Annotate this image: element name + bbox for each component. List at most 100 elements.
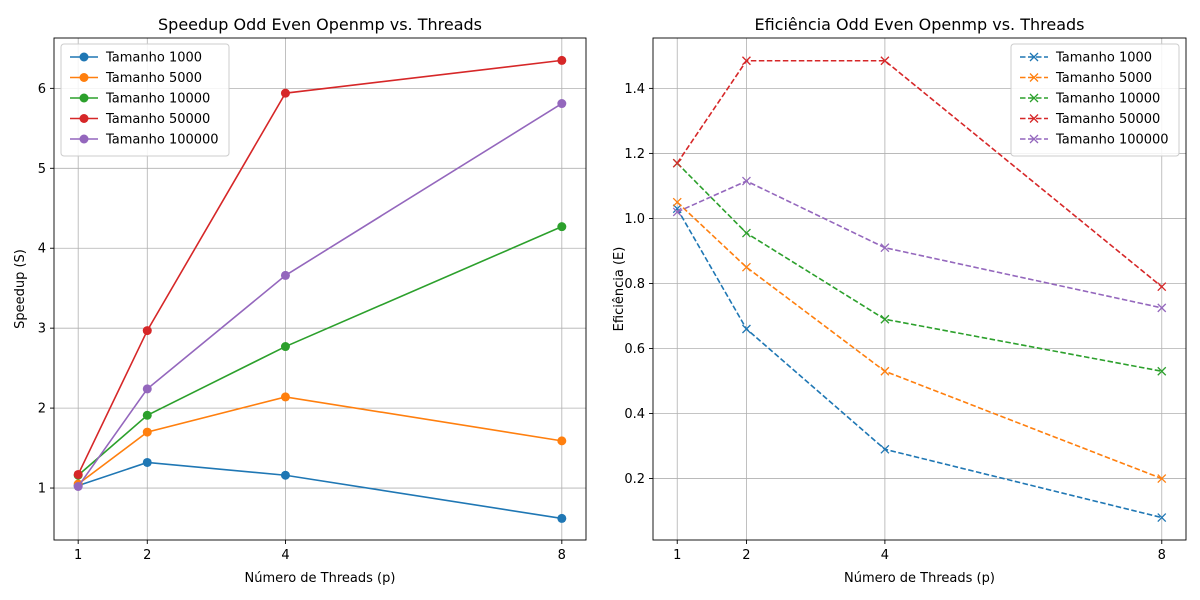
series-line <box>77 102 563 487</box>
series-line <box>676 180 1162 309</box>
series-line <box>77 225 563 476</box>
y-axis-label: Eficiência (E) <box>612 247 627 332</box>
data-point <box>672 197 682 207</box>
series-line <box>676 59 1163 288</box>
x-tick-label: 1 <box>673 548 681 563</box>
x-axis-label: Número de Threads (p) <box>844 571 995 586</box>
data-point <box>1157 366 1167 376</box>
series-line <box>77 461 562 520</box>
y-tick-label: 1.2 <box>624 147 645 162</box>
series-line <box>77 59 562 475</box>
data-point <box>142 410 152 420</box>
legend-label: Tamanho 5000 <box>1055 71 1152 86</box>
legend-label: Tamanho 1000 <box>1055 51 1152 66</box>
plot-frame <box>53 37 587 541</box>
x-tick-label: 4 <box>881 548 889 563</box>
efficiency-chart: 1 2 4 8 0.2 0.4 0.6 0.8 1.0 1.2 1.4 Eficiência Odd … <box>612 15 1187 586</box>
y-tick-label: 4 <box>38 242 46 257</box>
legend-marker <box>79 134 89 144</box>
series-line <box>676 201 1163 480</box>
data-point <box>741 324 751 334</box>
legend-label: Tamanho 50000 <box>1055 112 1160 127</box>
data-point <box>880 243 890 253</box>
x-tick-label: 8 <box>558 548 566 563</box>
y-tick-label: 1.4 <box>624 82 645 97</box>
legend-marker <box>79 114 89 123</box>
data-point <box>1157 474 1167 484</box>
legend-marker <box>1029 93 1039 103</box>
data-point <box>557 436 567 446</box>
data-point <box>1157 513 1167 523</box>
y-tick-label: 0.2 <box>624 472 645 487</box>
data-point <box>280 88 290 98</box>
legend-label: Tamanho 1000 <box>105 51 202 66</box>
data-point <box>672 158 682 168</box>
data-point <box>741 262 751 272</box>
data-point <box>280 470 290 480</box>
legend-label: Tamanho 10000 <box>105 92 210 107</box>
data-point <box>142 427 152 437</box>
y-tick-label: 0.6 <box>624 342 645 357</box>
data-point <box>741 56 751 66</box>
data-point <box>741 228 751 238</box>
y-tick-label: 1 <box>38 482 46 497</box>
data-point <box>1157 303 1167 313</box>
legend-box <box>1010 43 1180 157</box>
legend-marker <box>79 52 89 62</box>
y-tick-label: 0.4 <box>624 407 645 422</box>
legend-marker <box>79 93 89 103</box>
data-point <box>73 481 83 491</box>
y-tick-label: 5 <box>38 162 46 177</box>
data-point <box>880 314 890 324</box>
data-point <box>142 326 152 336</box>
legend-label: Tamanho 100000 <box>105 133 219 148</box>
legend-marker <box>1029 73 1039 82</box>
legend-label: Tamanho 50000 <box>105 112 210 127</box>
data-point <box>142 384 152 394</box>
y-axis-label: Speedup (S) <box>13 249 28 329</box>
data-point <box>880 444 890 454</box>
plot-frame <box>652 37 1187 541</box>
y-tick-label: 2 <box>38 402 46 417</box>
data-point <box>280 270 290 280</box>
data-point <box>741 176 751 186</box>
x-tick-label: 8 <box>1158 548 1166 563</box>
series-line <box>676 162 1162 373</box>
legend-label: Tamanho 10000 <box>1055 92 1160 107</box>
legend-label: Tamanho 100000 <box>1055 133 1169 148</box>
legend: Tamanho 1000 Tamanho 5000 Tamanho 10000 Tam… <box>60 43 230 157</box>
data-point <box>1157 282 1167 292</box>
x-tick-label: 2 <box>143 548 151 563</box>
series-line <box>676 208 1162 519</box>
x-tick-label: 1 <box>74 548 82 563</box>
x-tick-label: 2 <box>742 548 750 563</box>
legend-marker <box>79 73 89 82</box>
legend-label: Tamanho 5000 <box>105 71 202 86</box>
legend-marker <box>1029 134 1039 144</box>
legend-box <box>60 43 230 157</box>
y-tick-label: 6 <box>38 82 46 97</box>
series-line <box>77 396 562 485</box>
data-point <box>557 99 567 109</box>
data-point <box>557 222 567 232</box>
data-point <box>557 513 567 523</box>
data-point <box>280 342 290 352</box>
chart-title: Speedup Odd Even Openmp vs. Threads <box>158 15 482 34</box>
data-point <box>557 55 567 65</box>
legend-marker <box>1029 52 1039 62</box>
y-tick-label: 1.0 <box>624 212 645 227</box>
data-point <box>280 392 290 402</box>
y-tick-label: 3 <box>38 322 46 337</box>
data-point <box>672 207 682 217</box>
y-tick-label: 0.8 <box>624 277 645 292</box>
x-tick-label: 4 <box>281 548 289 563</box>
data-point <box>880 366 890 376</box>
legend-marker <box>1029 114 1039 123</box>
legend: Tamanho 1000 Tamanho 5000 Tamanho 10000 Tam… <box>1010 43 1180 157</box>
data-point <box>142 457 152 467</box>
data-point <box>73 469 83 479</box>
x-axis-label: Número de Threads (p) <box>245 571 396 586</box>
